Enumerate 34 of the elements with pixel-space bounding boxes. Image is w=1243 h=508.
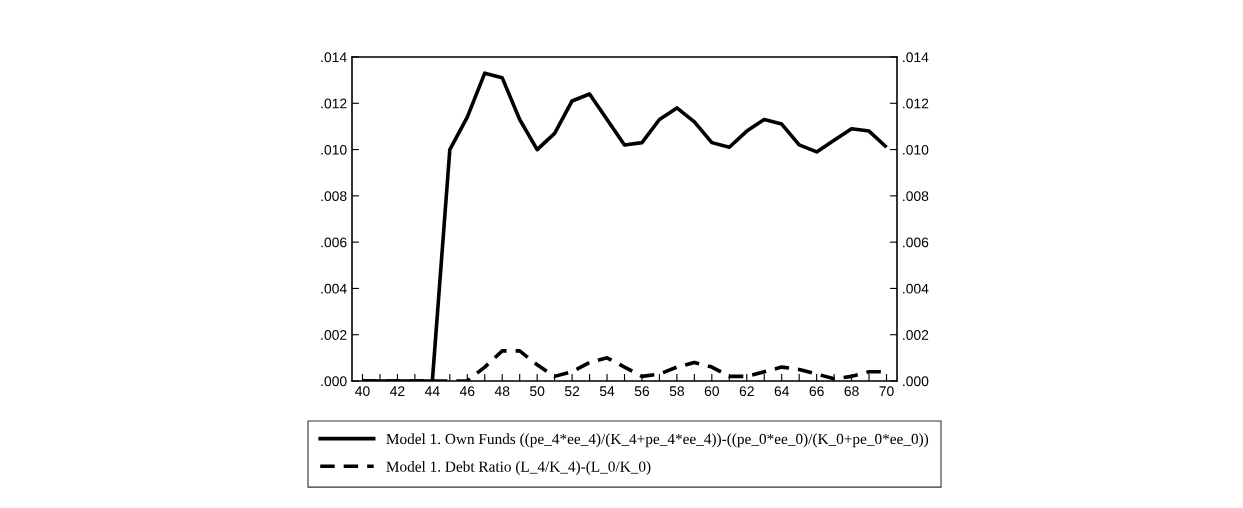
x-tick-label: 48 <box>494 386 510 397</box>
y2-tick-label: .006 <box>903 237 929 248</box>
x-tick-label: 50 <box>529 386 545 397</box>
y2-tick-label: .000 <box>903 376 929 387</box>
y-tick-label: .002 <box>321 330 347 340</box>
x-tick-label: 52 <box>564 386 580 397</box>
y-tick-label: .014 <box>321 52 347 63</box>
x-tick-label: 42 <box>390 386 405 396</box>
x-tick-label: 56 <box>634 386 650 397</box>
x-tick-label: 58 <box>669 386 685 397</box>
y-tick-label: .010 <box>321 144 347 155</box>
x-tick-label: 54 <box>599 386 615 397</box>
y-tick-label: .012 <box>321 98 347 109</box>
x-tick-label: 64 <box>774 386 790 397</box>
x-tick-label: 40 <box>355 386 370 397</box>
y-tick-label: .006 <box>321 237 347 248</box>
y2-tick-label: .010 <box>903 144 929 155</box>
y2-tick-label: .008 <box>903 191 929 202</box>
x-tick-label: 44 <box>424 386 440 396</box>
legend-label: Model 1. Debt Ratio (L_4/K_4)-(L_0/K_0) <box>386 461 651 475</box>
y-tick-label: .004 <box>321 283 347 294</box>
x-tick-label: 68 <box>844 386 859 397</box>
legend-label: Model 1. Own Funds ((pe_4*ee_4)/(K_4+pe_4*ee_4))-((pe_0*ee_0)/(K_0+pe_0*ee_0)) <box>386 433 929 448</box>
y2-tick-label: .004 <box>903 283 929 294</box>
x-tick-label: 66 <box>809 386 824 397</box>
y2-tick-label: .014 <box>903 52 929 63</box>
y2-tick-label: .002 <box>903 330 929 340</box>
x-tick-label: 60 <box>704 386 720 397</box>
y2-tick-label: .012 <box>903 98 929 109</box>
y-tick-label: .000 <box>321 376 347 387</box>
x-tick-label: 62 <box>739 386 754 397</box>
x-tick-label: 70 <box>879 386 894 397</box>
x-tick-label: 46 <box>459 386 475 397</box>
y-tick-label: .008 <box>321 191 347 202</box>
